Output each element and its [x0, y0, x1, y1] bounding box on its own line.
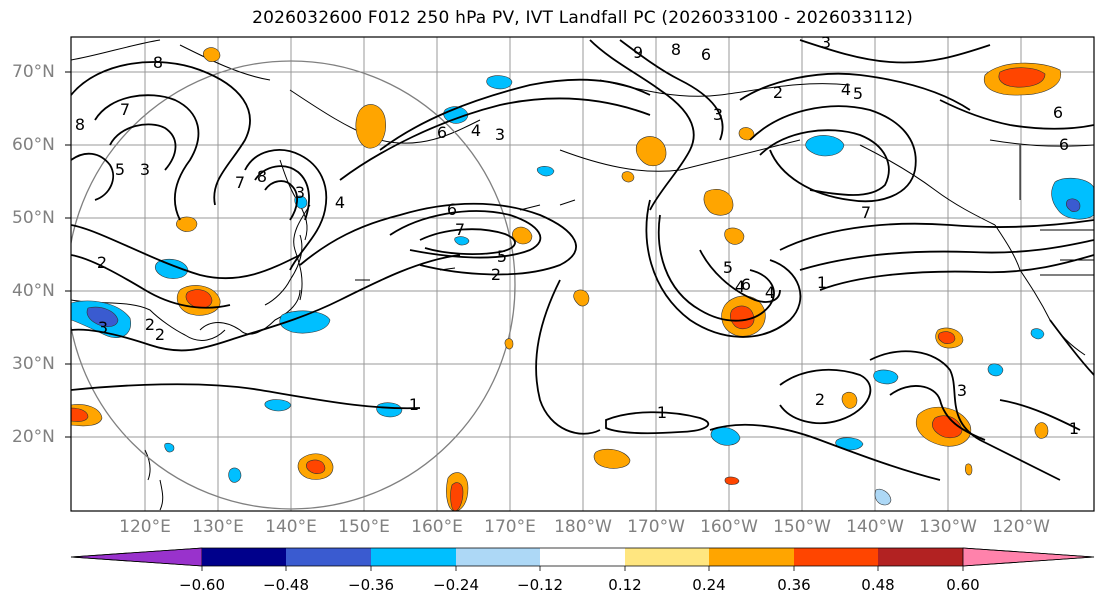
contour-label: 3 — [495, 125, 505, 144]
map-content: 8 7 8 5 3 7 8 3 4 2 2 2 3 6 7 5 2 1 1 6 … — [71, 33, 1094, 511]
contour-label: 7 — [861, 203, 871, 222]
contour-label: 3 — [295, 183, 305, 202]
contour-label: 2 — [145, 315, 155, 334]
contour-label: 3 — [821, 33, 831, 52]
lon-label: 120°E — [119, 517, 171, 537]
lon-label: 120°W — [992, 517, 1050, 537]
contour-label: 7 — [235, 173, 245, 192]
lon-label: 180°W — [554, 517, 612, 537]
contour-label: 6 — [437, 123, 447, 142]
lon-label: 150°E — [338, 517, 390, 537]
colorbar-swatch — [878, 548, 963, 566]
colorbar-tick-label: −0.36 — [348, 576, 394, 594]
contour-label: 1 — [817, 273, 827, 292]
contour-label: 2 — [815, 390, 825, 409]
lat-label-60n: 60°N — [12, 135, 55, 155]
contour-label: 5 — [497, 247, 507, 266]
contour-label: 1 — [1069, 419, 1079, 438]
colorbar-swatch — [371, 548, 456, 566]
colorbar-tick-label: 0.24 — [692, 576, 726, 594]
contour-label: 3 — [140, 160, 150, 179]
colorbar-tick-label: −0.24 — [433, 576, 479, 594]
lat-label-70n: 70°N — [12, 62, 55, 82]
lat-label-20n: 20°N — [12, 427, 55, 447]
contour-lines — [71, 39, 1094, 481]
lon-label: 140°W — [846, 517, 904, 537]
contour-label: 2 — [155, 325, 165, 344]
contour-label: 8 — [257, 167, 267, 186]
contour-label: 6 — [741, 275, 751, 294]
contour-label: 6 — [1053, 103, 1063, 122]
contour-label: 5 — [723, 258, 733, 277]
contour-label: 6 — [701, 45, 711, 64]
contour-label: 7 — [120, 100, 130, 119]
colorbar-swatch — [625, 548, 709, 566]
contour-label: 3 — [98, 318, 108, 337]
contour-label: 4 — [471, 121, 481, 140]
colorbar-swatch — [456, 548, 540, 566]
colorbar-tick-label: 0.48 — [861, 576, 895, 594]
colorbar-swatch — [709, 548, 794, 566]
colorbar-tick-label: 0.60 — [946, 576, 980, 594]
contour-label: 1 — [409, 395, 419, 414]
contour-label: 8 — [75, 115, 85, 134]
lon-label: 160°E — [411, 517, 463, 537]
contour-label: 3 — [957, 381, 967, 400]
lat-label-30n: 30°N — [12, 354, 55, 374]
contour-label: 7 — [455, 220, 465, 239]
colorbar-tick-label: 0.36 — [777, 576, 811, 594]
contour-label: 4 — [335, 193, 345, 212]
lon-label: 170°E — [484, 517, 536, 537]
contour-label: 6 — [447, 200, 457, 219]
lon-label: 130°W — [919, 517, 977, 537]
colorbar-tick-label: −0.60 — [179, 576, 225, 594]
contour-label: 2 — [491, 265, 501, 284]
lat-label-50n: 50°N — [12, 208, 55, 228]
map-frame — [70, 36, 1095, 512]
colorbar-tick-label: −0.12 — [517, 576, 563, 594]
anomaly-shading — [71, 47, 1094, 511]
contour-label: 8 — [153, 53, 163, 72]
lon-label: 150°W — [773, 517, 831, 537]
contour-label: 9 — [633, 43, 643, 62]
colorbar-swatch — [962, 547, 1095, 567]
colorbar-tick-label: −0.48 — [263, 576, 309, 594]
colorbar-swatch — [794, 548, 878, 566]
colorbar-swatch — [286, 548, 371, 566]
map-title: 2026032600 F012 250 hPa PV, IVT Landfall… — [252, 8, 913, 28]
contour-label: 6 — [1059, 135, 1069, 154]
contour-label: 3 — [713, 105, 723, 124]
contour-label: 8 — [671, 40, 681, 59]
contour-labels: 8 7 8 5 3 7 8 3 4 2 2 2 3 6 7 5 2 1 1 6 … — [75, 33, 1079, 438]
colorbar-swatch — [70, 547, 203, 567]
lon-label: 130°E — [192, 517, 244, 537]
contour-label: 5 — [115, 160, 125, 179]
lon-label: 140°E — [265, 517, 317, 537]
colorbar — [70, 547, 1095, 571]
colorbar-swatch — [540, 548, 625, 566]
contour-label: 2 — [97, 253, 107, 272]
colorbar-tick-label: 0.12 — [608, 576, 642, 594]
lon-label: 170°W — [627, 517, 685, 537]
contour-label: 4 — [735, 277, 745, 296]
contour-label: 4 — [765, 283, 775, 302]
contour-label: 5 — [853, 84, 863, 103]
contour-label: 4 — [841, 80, 851, 99]
axis-ticks — [65, 71, 71, 438]
colorbar-swatch — [202, 548, 286, 566]
range-circle — [71, 60, 516, 510]
contour-label: 1 — [657, 403, 667, 422]
lon-label: 160°W — [700, 517, 758, 537]
lat-label-40n: 40°N — [12, 281, 55, 301]
contour-label: 2 — [773, 83, 783, 102]
